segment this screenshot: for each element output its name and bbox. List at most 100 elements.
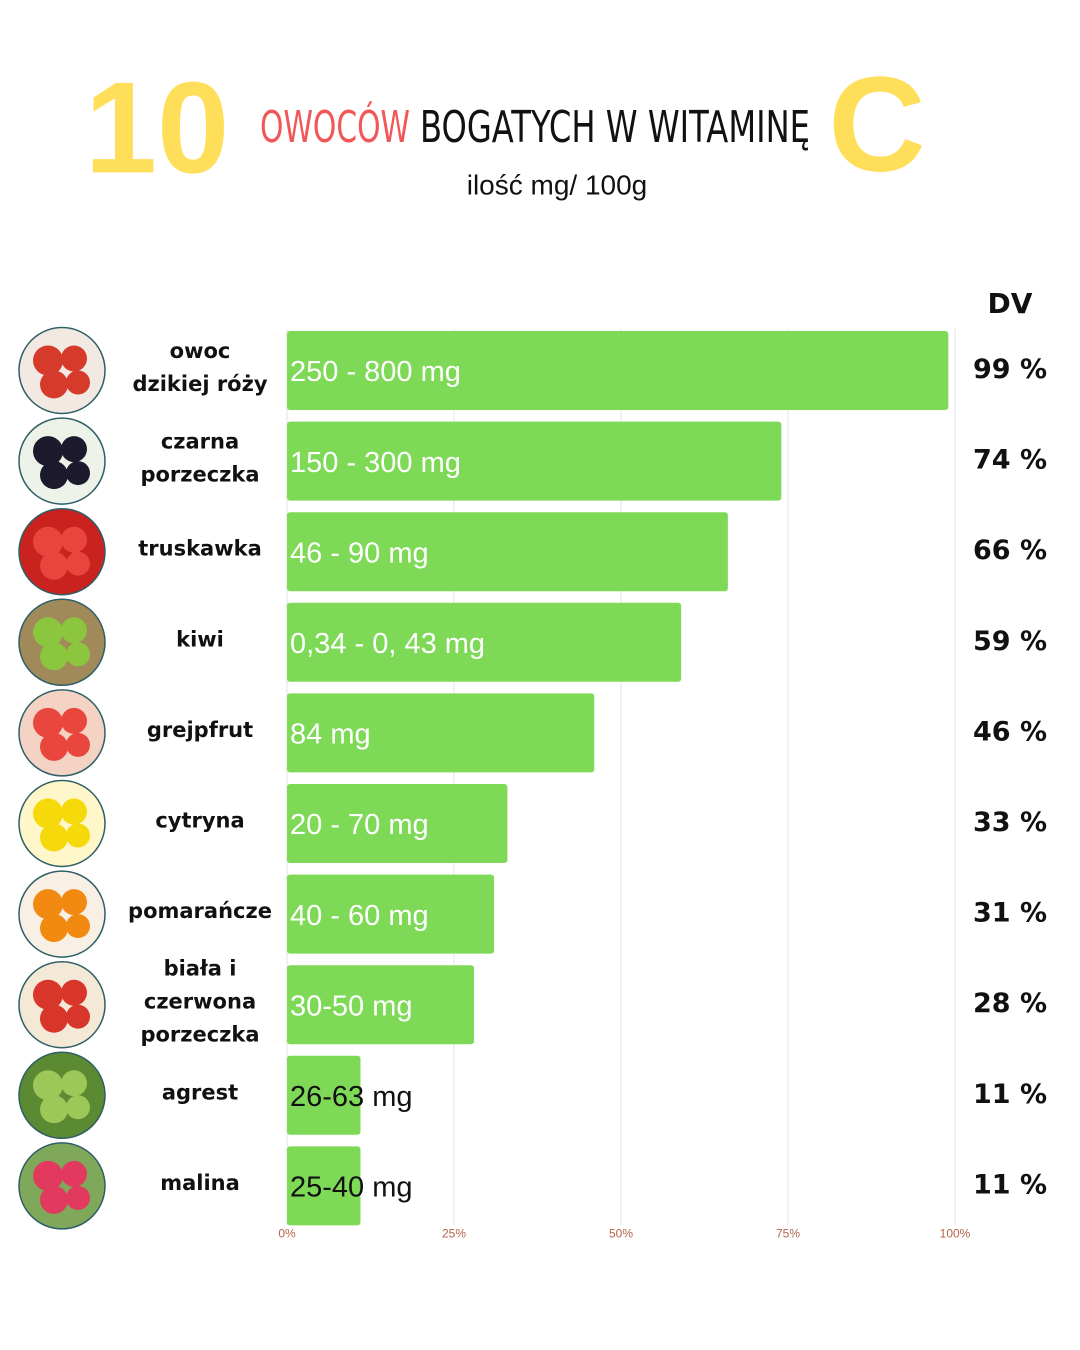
category-label: biała i czerwona porzeczka	[140, 957, 259, 1047]
icon-fruit	[33, 979, 63, 1010]
icon-fruit	[61, 1070, 87, 1097]
fruit-icon	[18, 960, 106, 1049]
amount-label: 0,34 - 0, 43 mg	[290, 628, 485, 660]
amount-label: 30-50 mg	[290, 990, 413, 1022]
category-label: kiwi	[176, 627, 224, 651]
icon-fruit	[33, 617, 63, 648]
x-tick-label: 25%	[442, 1227, 466, 1241]
icon-fruit	[66, 1004, 90, 1029]
icon-fruit	[66, 551, 90, 576]
x-tick-label: 75%	[776, 1227, 800, 1241]
x-tick-label: 0%	[278, 1227, 296, 1241]
icon-circle	[18, 779, 106, 868]
x-tick-label: 100%	[940, 1227, 971, 1241]
amount-label: 40 - 60 mg	[290, 900, 429, 932]
value-label: 28 %	[973, 988, 1047, 1019]
icon-fruit	[66, 1095, 90, 1120]
icon-circle	[18, 960, 106, 1049]
bar	[287, 693, 595, 773]
category-label: czarna porzeczka	[140, 430, 259, 487]
icon-fruit	[40, 914, 68, 943]
icon-fruit	[61, 436, 87, 463]
value-label: 31 %	[973, 898, 1047, 929]
fruit-icon	[18, 326, 106, 415]
category-label: malina	[160, 1171, 240, 1195]
icon-fruit	[33, 526, 63, 557]
icon-fruit	[40, 1185, 68, 1214]
bar	[287, 602, 682, 682]
icon-fruit	[40, 370, 68, 399]
icon-fruit	[66, 732, 90, 757]
icon-fruit	[33, 1160, 63, 1191]
fruit-icon	[18, 1142, 106, 1230]
value-header: DV	[988, 287, 1033, 320]
icon-fruit	[40, 1004, 68, 1033]
icon-fruit	[66, 370, 90, 395]
fruit-icon	[18, 1051, 106, 1140]
category-label: agrest	[162, 1080, 238, 1104]
icon-fruit	[40, 823, 68, 852]
bar	[287, 874, 495, 954]
icon-fruit	[61, 889, 87, 916]
icon-fruit	[66, 914, 90, 939]
bar	[287, 784, 508, 863]
x-tick-label: 50%	[609, 1227, 633, 1241]
icon-fruit	[40, 1095, 68, 1124]
icon-fruit	[66, 1185, 90, 1210]
icon-circle	[18, 870, 106, 958]
icon-fruit	[33, 1070, 63, 1101]
icon-circle	[18, 417, 106, 505]
amount-label: 84 mg	[290, 719, 371, 751]
value-label: 59 %	[973, 626, 1047, 657]
icon-circle	[18, 1142, 106, 1230]
icon-fruit	[66, 461, 90, 486]
icon-fruit	[33, 707, 63, 738]
icon-fruit	[40, 551, 68, 580]
icon-fruit	[61, 707, 87, 734]
icon-circle	[18, 689, 106, 777]
icon-fruit	[33, 345, 63, 376]
icon-circle	[18, 598, 106, 687]
value-label: 66 %	[973, 535, 1047, 566]
category-label: grejpfrut	[147, 718, 253, 742]
bar	[287, 1055, 361, 1135]
icon-fruit	[61, 979, 87, 1006]
category-label: pomarańcze	[128, 899, 272, 923]
subtitle: ilość mg/ 100g	[467, 169, 648, 200]
value-label: 46 %	[973, 716, 1047, 747]
fruit-icon	[18, 689, 106, 777]
amount-label: 26-63 mg	[290, 1081, 413, 1113]
amount-label: 46 - 90 mg	[290, 537, 429, 569]
icon-circle	[18, 326, 106, 415]
icon-fruit	[40, 732, 68, 761]
icon-fruit	[40, 642, 68, 671]
fruit-icon	[18, 417, 106, 505]
category-label: truskawka	[138, 537, 262, 561]
value-label: 33 %	[973, 807, 1047, 838]
icon-fruit	[40, 461, 68, 490]
amount-label: 25-40 mg	[290, 1172, 413, 1204]
title-highlight: OWOCÓW	[260, 100, 410, 153]
icon-fruit	[33, 798, 63, 829]
icon-fruit	[66, 823, 90, 848]
title-number: 10	[85, 54, 230, 200]
category-label: owoc dzikiej róży	[132, 339, 267, 396]
bar	[287, 1146, 361, 1226]
icon-circle	[18, 507, 106, 596]
icon-fruit	[61, 798, 87, 825]
value-label: 11 %	[973, 1169, 1047, 1200]
bar	[287, 421, 782, 501]
icon-fruit	[61, 526, 87, 553]
amount-label: 20 - 70 mg	[290, 809, 429, 841]
fruit-icon	[18, 598, 106, 687]
icon-fruit	[61, 345, 87, 372]
value-label: 99 %	[973, 354, 1047, 385]
icon-fruit	[61, 617, 87, 644]
icon-fruit	[61, 1160, 87, 1187]
icon-fruit	[33, 436, 63, 467]
fruit-icon	[18, 507, 106, 596]
category-label: cytryna	[155, 809, 244, 833]
